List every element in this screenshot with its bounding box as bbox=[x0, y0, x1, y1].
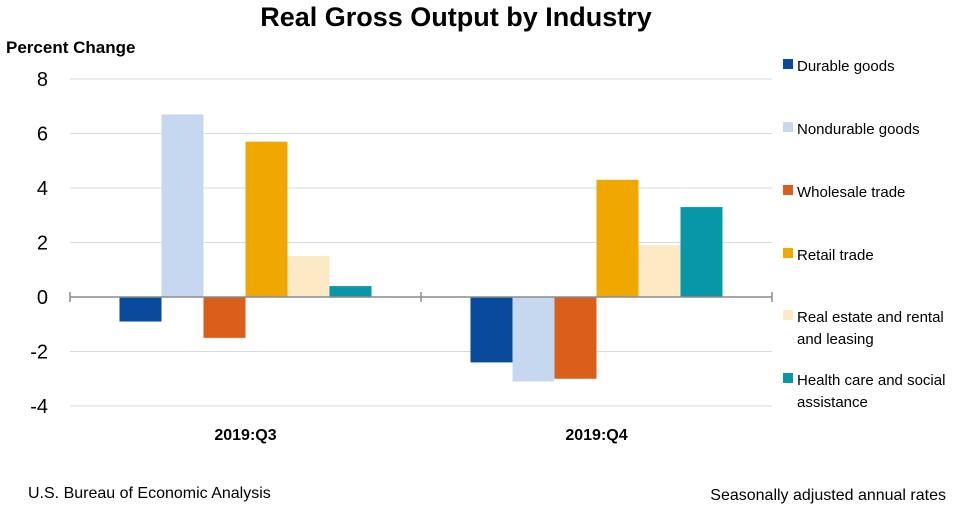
bar-durable-goods-2019-Q4 bbox=[470, 297, 513, 363]
legend-label-line: assistance bbox=[797, 394, 868, 411]
chart-title: Real Gross Output by Industry bbox=[260, 2, 652, 32]
bars bbox=[119, 114, 723, 382]
bar-real-estate-and-rental-and-leasing-2019-Q4 bbox=[638, 245, 681, 297]
legend-label: Nondurable goods bbox=[797, 121, 920, 138]
legend-label: Real estate and rental and leasing bbox=[797, 307, 967, 351]
x-tick-label: 2019:Q4 bbox=[565, 427, 627, 444]
legend-label: Durable goods bbox=[797, 58, 895, 75]
legend-label-line: Health care and social bbox=[797, 372, 946, 389]
y-tick-label: 0 bbox=[37, 287, 48, 309]
legend-swatch bbox=[783, 122, 793, 132]
x-tick-label: 2019:Q3 bbox=[214, 427, 276, 444]
legend-label-line: and leasing bbox=[797, 331, 874, 348]
legend-label: Health care and social assistance bbox=[797, 370, 967, 414]
legend-label: Wholesale trade bbox=[797, 184, 906, 201]
legend-swatch bbox=[783, 59, 793, 69]
note-text: Seasonally adjusted annual rates bbox=[710, 487, 946, 504]
legend-swatch bbox=[783, 248, 793, 258]
bar-durable-goods-2019-Q3 bbox=[119, 297, 162, 322]
y-tick-label: 8 bbox=[37, 69, 48, 91]
y-tick-label: 6 bbox=[37, 124, 48, 146]
bar-real-estate-and-rental-and-leasing-2019-Q3 bbox=[287, 256, 330, 297]
x-axis bbox=[69, 292, 773, 302]
bar-nondurable-goods-2019-Q3 bbox=[161, 114, 204, 297]
bar-wholesale-trade-2019-Q4 bbox=[554, 297, 597, 379]
y-tick-label: 2 bbox=[37, 233, 48, 255]
bar-health-care-and-social-assistance-2019-Q4 bbox=[680, 207, 723, 297]
legend-label-line: Real estate and rental bbox=[797, 309, 944, 326]
legend-swatch bbox=[783, 185, 793, 195]
y-tick-label: -4 bbox=[30, 396, 48, 418]
legend-swatch bbox=[783, 310, 793, 320]
bar-retail-trade-2019-Q3 bbox=[245, 141, 288, 297]
x-tick-labels: 2019:Q3 2019:Q4 bbox=[214, 427, 627, 444]
bar-wholesale-trade-2019-Q3 bbox=[203, 297, 246, 338]
y-tick-label: -2 bbox=[30, 342, 48, 364]
gridlines bbox=[70, 78, 772, 407]
bar-nondurable-goods-2019-Q4 bbox=[512, 297, 555, 382]
y-tick-label: 4 bbox=[37, 178, 48, 200]
legend-label: Retail trade bbox=[797, 247, 874, 264]
legend-swatch bbox=[783, 373, 793, 383]
y-axis-label: Percent Change bbox=[6, 38, 136, 57]
bar-retail-trade-2019-Q4 bbox=[596, 179, 639, 297]
bar-health-care-and-social-assistance-2019-Q3 bbox=[329, 286, 372, 297]
source-text: U.S. Bureau of Economic Analysis bbox=[28, 485, 271, 502]
y-tick-labels: 8 6 4 2 0 -2 -4 bbox=[30, 69, 48, 418]
